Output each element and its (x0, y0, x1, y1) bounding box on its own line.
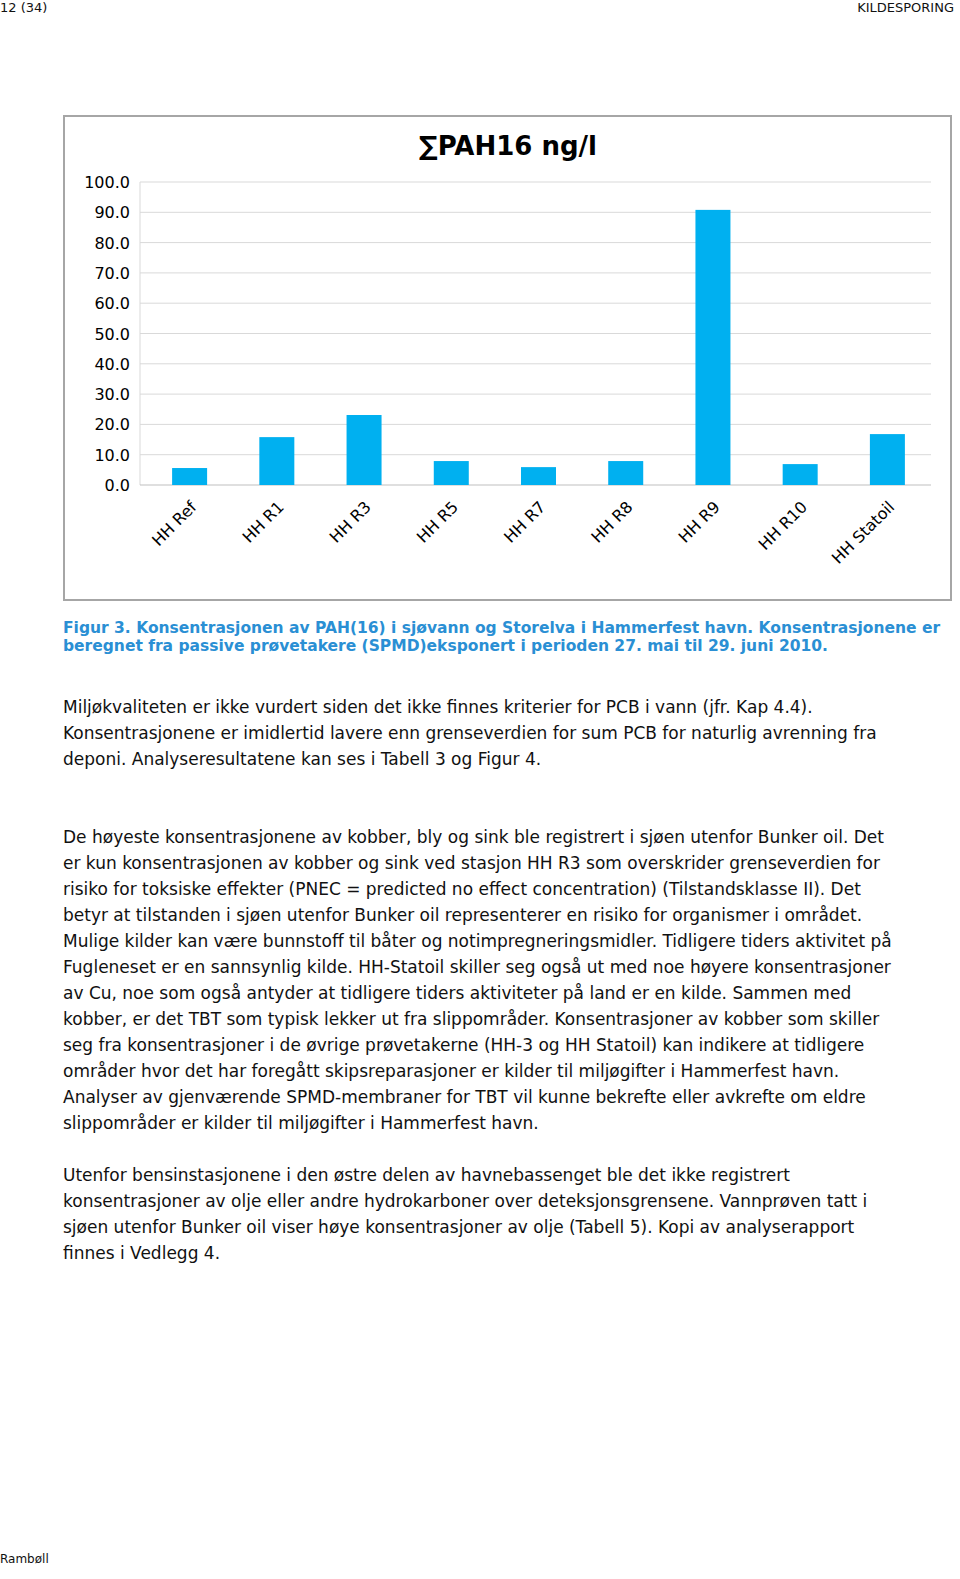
paragraph-line: Konsentrasjonene er imidlertid lavere en… (63, 720, 877, 746)
paragraph-line: Utenfor bensinstasjonene i den østre del… (63, 1162, 790, 1188)
page-number: 12 (34) (0, 0, 47, 15)
paragraph-line: Miljøkvaliteten er ikke vurdert siden de… (63, 694, 813, 720)
y-tick-label: 60.0 (94, 294, 130, 313)
bar (259, 437, 294, 485)
bar (347, 415, 382, 485)
paragraph-line: risiko for toksiske effekter (PNEC = pre… (63, 876, 861, 902)
y-tick-label: 40.0 (94, 355, 130, 374)
paragraph-line: av Cu, noe som også antyder at tidligere… (63, 980, 851, 1006)
y-tick-label: 70.0 (94, 264, 130, 283)
paragraph-line: betyr at tilstanden i sjøen utenfor Bunk… (63, 902, 862, 928)
grid-line (140, 424, 931, 425)
bar (521, 467, 556, 485)
paragraph-line: deponi. Analyseresultatene kan ses i Tab… (63, 746, 541, 772)
bar (695, 210, 730, 485)
footer: Rambøll (0, 1552, 49, 1566)
grid-line (140, 182, 931, 183)
x-tick-label: HH R1 (239, 497, 288, 546)
x-tick-label: HH R9 (675, 497, 724, 546)
paragraph-line: seg fra konsentrasjoner i de øvrige prøv… (63, 1032, 864, 1058)
y-tick-label: 20.0 (94, 415, 130, 434)
y-tick-label: 10.0 (94, 446, 130, 465)
y-tick-label: 50.0 (94, 325, 130, 344)
bar (783, 464, 818, 485)
paragraph-line: områder hvor det har foregått skipsrepar… (63, 1058, 839, 1084)
y-tick-label: 80.0 (94, 234, 130, 253)
grid-line (140, 394, 931, 395)
bar (608, 461, 643, 485)
x-tick-label: HH R10 (755, 497, 811, 553)
x-tick-label: HH R8 (587, 497, 636, 546)
bars (172, 210, 905, 485)
paragraph-line: sjøen utenfor Bunker oil viser høye kons… (63, 1214, 854, 1240)
x-tick-label: HH Statoil (828, 497, 898, 567)
grid-line (140, 212, 931, 213)
paragraph-line: Fugleneset er en sannsynlig kilde. HH-St… (63, 954, 891, 980)
paragraph-line: Mulige kilder kan være bunnstoff til båt… (63, 928, 892, 954)
y-tick-label: 90.0 (94, 203, 130, 222)
grid-line (140, 333, 931, 334)
paragraph-line: slippområder er kilder til miljøgifter i… (63, 1110, 539, 1136)
grid-line (140, 363, 931, 364)
x-tick-label: HH R7 (500, 497, 549, 546)
grid-line (140, 242, 931, 243)
section-title: KILDESPORING (857, 0, 954, 15)
paragraph-line: Analyser av gjenværende SPMD-membraner f… (63, 1084, 866, 1110)
x-tick-label: HH R3 (326, 497, 375, 546)
grid-line (140, 303, 931, 304)
grid-line (140, 272, 931, 273)
chart-frame (64, 116, 951, 600)
bar (172, 468, 207, 485)
y-tick-label: 30.0 (94, 385, 130, 404)
paragraph-line: er kun konsentrasjonen av kobber og sink… (63, 850, 880, 876)
paragraph-line: konsentrasjoner av olje eller andre hydr… (63, 1188, 867, 1214)
y-tick-label: 100.0 (84, 173, 130, 192)
paragraph-line: finnes i Vedlegg 4. (63, 1240, 220, 1266)
grid-line (140, 454, 931, 455)
bar (434, 461, 469, 485)
figure-caption: Figur 3. Konsentrasjonen av PAH(16) i sj… (63, 619, 940, 637)
y-tick-label: 0.0 (105, 476, 130, 495)
chart: ∑PAH16 ng/l 0.0 10.0 20.0 30.0 40.0 50.0 60.0 70… (0, 0, 960, 610)
paragraph-line: kobber, er det TBT som typisk lekker ut … (63, 1006, 879, 1032)
chart-title: ∑PAH16 ng/l (419, 131, 597, 161)
bar (870, 434, 905, 485)
figure-caption: beregnet fra passive prøvetakere (SPMD)e… (63, 637, 828, 655)
x-tick-label: HH R5 (413, 497, 462, 546)
paragraph-line: De høyeste konsentrasjonene av kobber, b… (63, 824, 884, 850)
x-tick-label: HH Ref (148, 497, 201, 550)
